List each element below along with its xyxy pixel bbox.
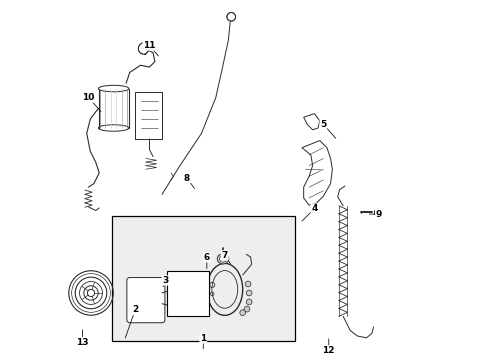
Text: 8: 8 [183,174,190,183]
Text: 9: 9 [375,210,382,219]
Bar [167,271,208,316]
Text: 12: 12 [322,346,334,355]
Text: 11: 11 [143,41,155,50]
Bar [135,92,162,139]
Circle shape [244,306,249,312]
Circle shape [244,281,250,287]
Polygon shape [301,140,332,205]
Circle shape [246,299,251,305]
Ellipse shape [217,254,228,264]
Text: 13: 13 [76,338,88,347]
Circle shape [137,288,155,306]
Text: 3: 3 [162,276,168,285]
Circle shape [239,310,245,316]
Text: 2: 2 [132,305,138,314]
Bar [112,216,294,341]
Polygon shape [303,114,319,130]
Text: 7: 7 [221,251,227,260]
Text: 1: 1 [200,334,206,343]
FancyBboxPatch shape [126,278,164,323]
Text: 6: 6 [203,253,209,262]
Text: 10: 10 [82,93,95,102]
Text: 5: 5 [320,120,326,129]
Text: 4: 4 [310,204,317,213]
Circle shape [246,290,251,296]
